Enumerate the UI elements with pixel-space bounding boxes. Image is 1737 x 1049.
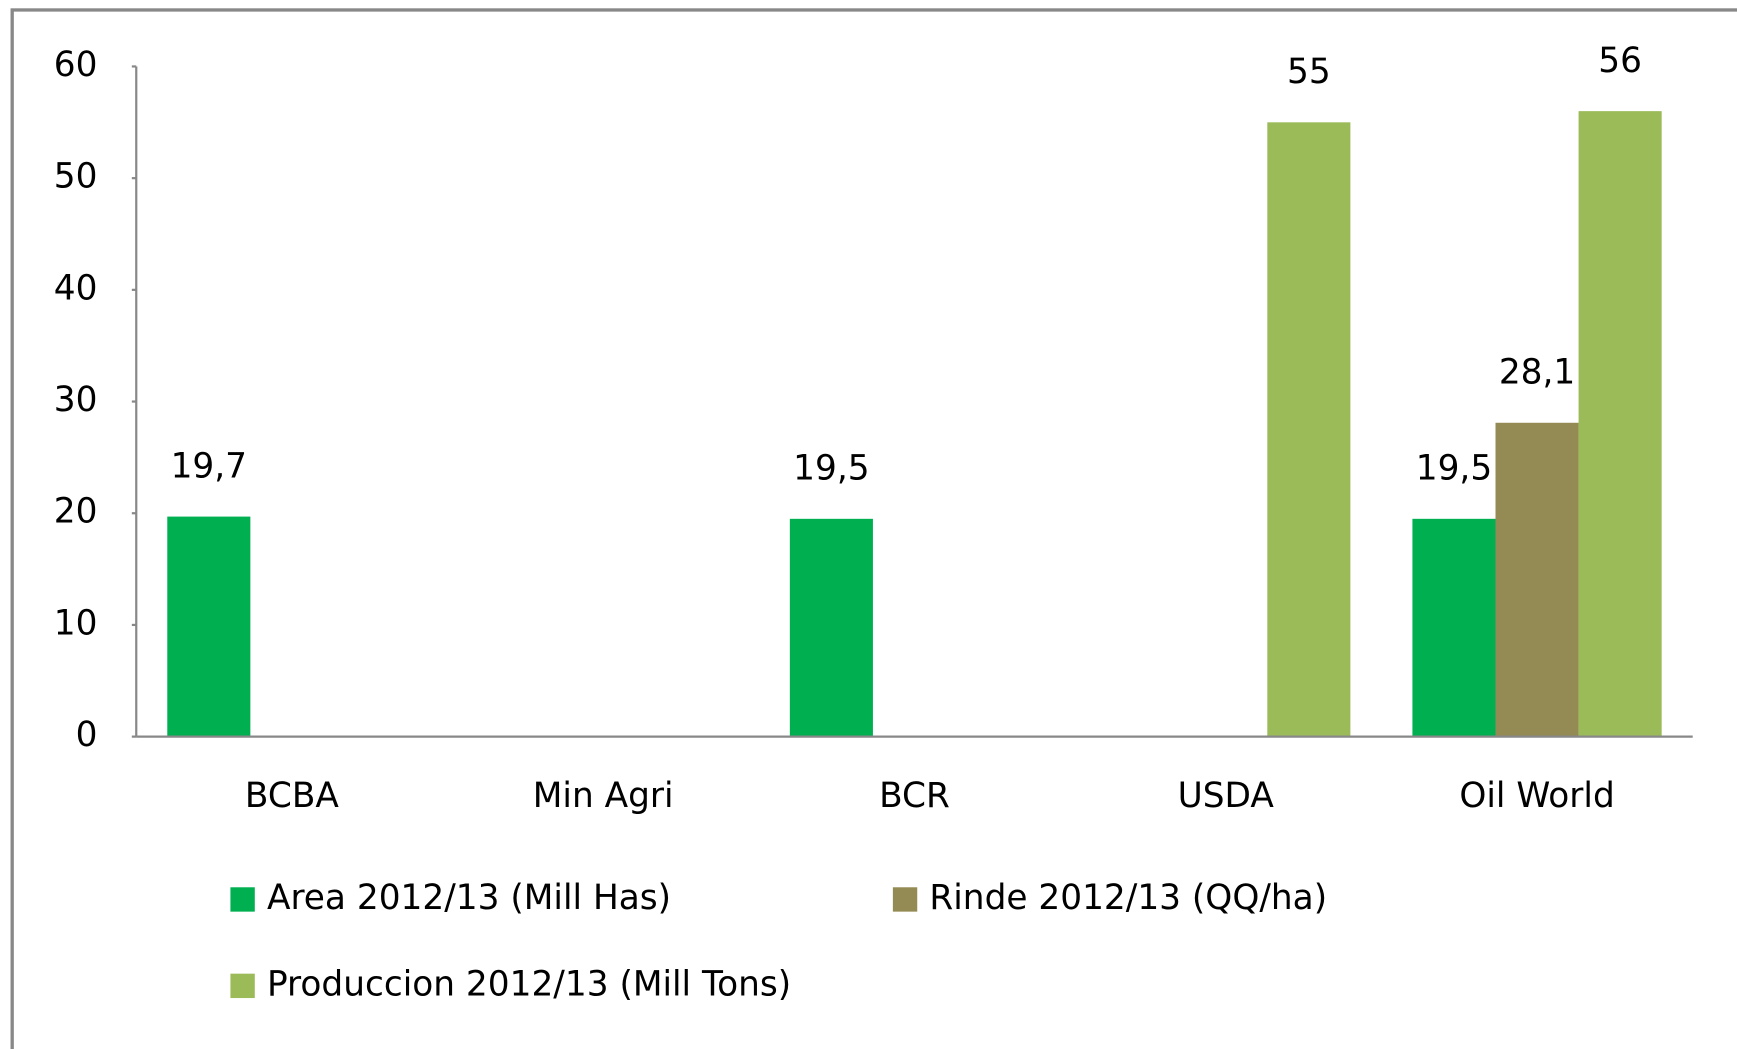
data-label: 19,5 (1416, 449, 1492, 489)
y-tick-label: 40 (54, 268, 98, 308)
legend-swatch (892, 887, 918, 912)
y-tick-label: 30 (54, 380, 98, 420)
legend-label: Produccion 2012/13 (Mill Tons) (267, 964, 791, 1004)
bar (1267, 122, 1351, 737)
x-tick-label: Min Agri (533, 776, 674, 816)
data-label: 19,5 (793, 449, 869, 489)
legend-label: Rinde 2012/13 (QQ/ha) (929, 878, 1327, 918)
x-tick-label: Oil World (1459, 776, 1614, 816)
y-tick-label: 10 (54, 603, 98, 643)
x-tick-label: BCR (879, 776, 950, 816)
y-tick-label: 50 (54, 157, 98, 197)
x-tick-label: BCBA (245, 776, 339, 816)
data-label: 55 (1287, 52, 1331, 92)
y-tick-label: 0 (76, 715, 98, 755)
data-label: 19,7 (171, 446, 247, 486)
data-label: 28,1 (1499, 353, 1575, 393)
legend-swatch (230, 887, 255, 912)
legend-label: Area 2012/13 (Mill Has) (267, 878, 671, 918)
bar (1495, 422, 1579, 737)
y-tick-label: 60 (54, 45, 98, 85)
data-label: 56 (1598, 41, 1642, 81)
bar (1578, 111, 1662, 737)
y-tick-label: 20 (54, 492, 98, 532)
x-tick-label: USDA (1178, 776, 1275, 816)
frame (10, 8, 1737, 1049)
legend-swatch (230, 973, 255, 999)
bar (167, 516, 251, 737)
bar (789, 518, 873, 737)
bar (1412, 518, 1496, 737)
